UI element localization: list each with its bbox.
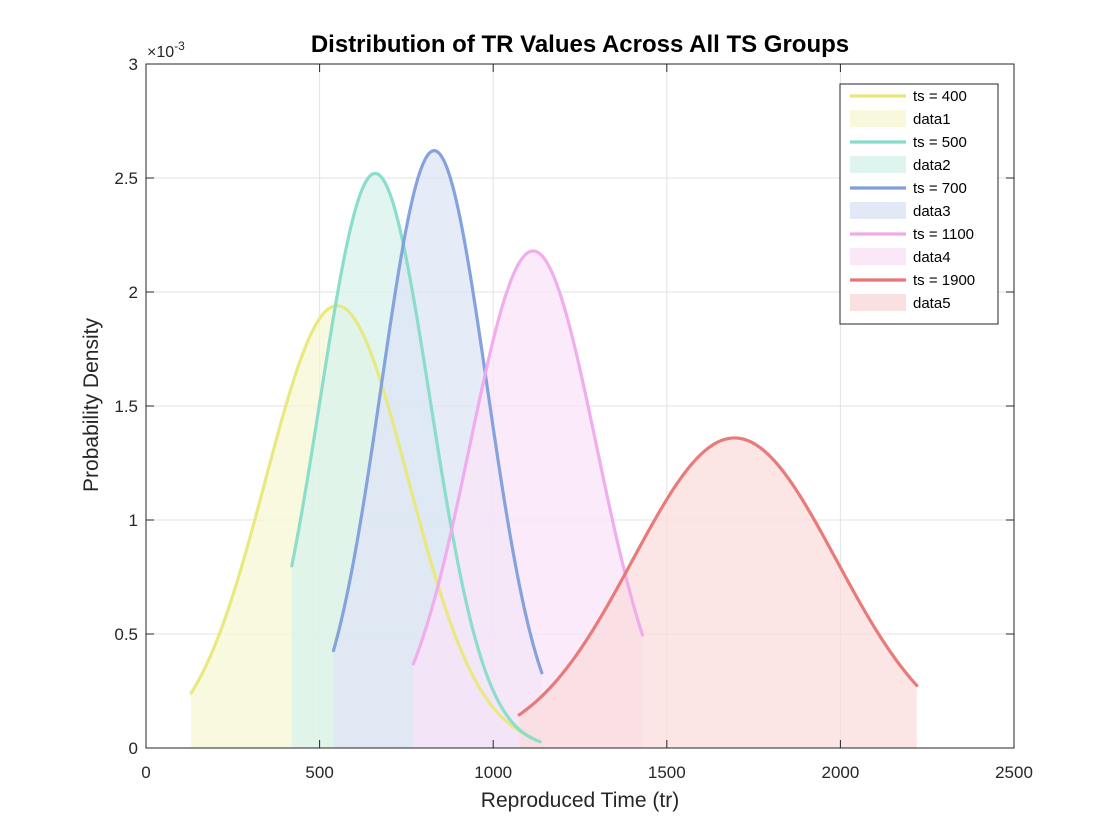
x-tick-label: 0 — [141, 763, 150, 782]
curve-series-1 — [189, 304, 533, 739]
x-axis-title: Reproduced Time (tr) — [481, 789, 679, 812]
legend-entry-label: data1 — [913, 111, 951, 128]
x-tick-label: 1500 — [648, 763, 686, 782]
legend-entry-label: data5 — [913, 295, 951, 312]
y-exponent-power: -3 — [174, 39, 185, 53]
density-curves — [189, 149, 919, 744]
area-data5 — [519, 437, 917, 748]
y-tick-label: 0 — [129, 739, 138, 758]
legend-entry-label: ts = 500 — [913, 134, 967, 151]
density-areas — [191, 150, 917, 749]
legend-entry-label: data3 — [913, 203, 951, 220]
curve-series-3 — [331, 149, 544, 675]
x-tick-label: 1000 — [474, 763, 512, 782]
legend-entry-label: data4 — [913, 249, 951, 266]
y-tick-label: 2.5 — [114, 169, 138, 188]
legend-entry-label: ts = 1900 — [913, 272, 975, 289]
legend-entry-label: ts = 400 — [913, 88, 967, 105]
y-tick-label: 1 — [129, 511, 138, 530]
legend-entry-label: ts = 1100 — [913, 226, 974, 243]
curve-series-4 — [411, 249, 645, 666]
y-tick-label: 0.5 — [114, 625, 138, 644]
legend-fill-swatch — [850, 248, 906, 265]
legend-fill-swatch — [850, 202, 906, 219]
legend-fill-swatch — [850, 156, 906, 173]
legend-entry-label: ts = 700 — [913, 180, 967, 197]
y-axis-exponent: ×10-3 — [147, 39, 185, 61]
axis-ticks: 0 500 1000 1500 2000 2500 0 0.5 1 1.5 2 2.5 3 — [114, 55, 1033, 782]
y-axis-title: Probability Density — [80, 318, 103, 492]
curve-series-5 — [517, 436, 919, 717]
legend-fill-swatch — [850, 294, 906, 311]
y-tick-label: 2 — [129, 283, 138, 302]
x-tick-label: 2000 — [821, 763, 859, 782]
y-tick-label: 1.5 — [114, 397, 138, 416]
x-tick-label: 500 — [305, 763, 333, 782]
legend-fill-swatch — [850, 110, 906, 127]
x-tick-label: 2500 — [995, 763, 1033, 782]
y-exponent-base: ×10 — [147, 44, 174, 61]
y-tick-label: 3 — [129, 55, 138, 74]
legend-entry-label: data2 — [913, 157, 951, 174]
curve-series-2 — [290, 171, 542, 744]
chart-title: Distribution of TR Values Across All TS … — [311, 31, 849, 58]
legend: ts = 400 data1 ts = 500 data2 ts = 700 data3 t… — [839, 83, 999, 325]
